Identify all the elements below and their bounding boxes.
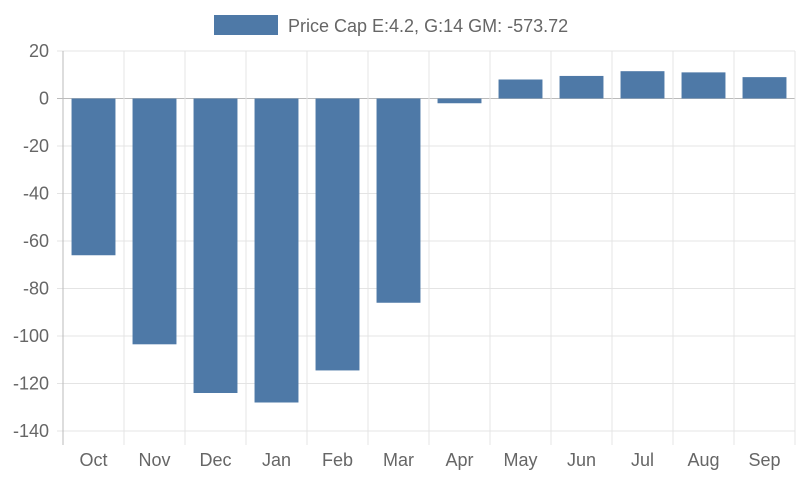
y-tick-label: -140 (13, 421, 49, 441)
x-tick-label: Aug (687, 450, 719, 470)
legend[interactable]: Price Cap E:4.2, G:14 GM: -573.72 (214, 15, 568, 36)
bar-jun[interactable] (559, 75, 604, 99)
y-tick-label: 0 (39, 89, 49, 109)
bar-dec[interactable] (193, 98, 238, 394)
x-tick-label: Nov (138, 450, 170, 470)
bar-feb[interactable] (315, 98, 360, 371)
grid-lines (57, 50, 796, 445)
bar-apr[interactable] (437, 98, 482, 104)
bars (71, 71, 787, 403)
bar-jul[interactable] (620, 71, 665, 99)
bar-may[interactable] (498, 79, 543, 99)
bar-mar[interactable] (376, 98, 421, 303)
y-tick-label: -120 (13, 374, 49, 394)
bar-aug[interactable] (681, 72, 726, 99)
bar-jan[interactable] (254, 98, 299, 403)
y-tick-label: -100 (13, 326, 49, 346)
y-tick-label: -20 (23, 136, 49, 156)
y-tick-label: -60 (23, 231, 49, 251)
y-tick-label: -80 (23, 279, 49, 299)
x-tick-label: Apr (445, 450, 473, 470)
x-tick-label: Jun (567, 450, 596, 470)
bar-nov[interactable] (132, 98, 177, 345)
y-tick-label: -40 (23, 184, 49, 204)
x-tick-label: Mar (383, 450, 414, 470)
x-tick-label: Feb (322, 450, 353, 470)
x-tick-label: May (503, 450, 537, 470)
y-axis: 20 0 -20 -40 -60 -80 -100 -120 -140 (13, 41, 49, 441)
x-tick-label: Jan (262, 450, 291, 470)
x-tick-label: Dec (199, 450, 231, 470)
legend-swatch (214, 15, 278, 35)
x-axis: Oct Nov Dec Jan Feb Mar Apr May Jun Jul Aug Sep (79, 450, 780, 470)
x-tick-label: Oct (79, 450, 107, 470)
legend-label: Price Cap E:4.2, G:14 GM: -573.72 (288, 16, 568, 36)
bar-oct[interactable] (71, 98, 116, 256)
x-tick-label: Jul (631, 450, 654, 470)
y-tick-label: 20 (29, 41, 49, 61)
bar-sep[interactable] (742, 77, 787, 99)
x-tick-label: Sep (748, 450, 780, 470)
